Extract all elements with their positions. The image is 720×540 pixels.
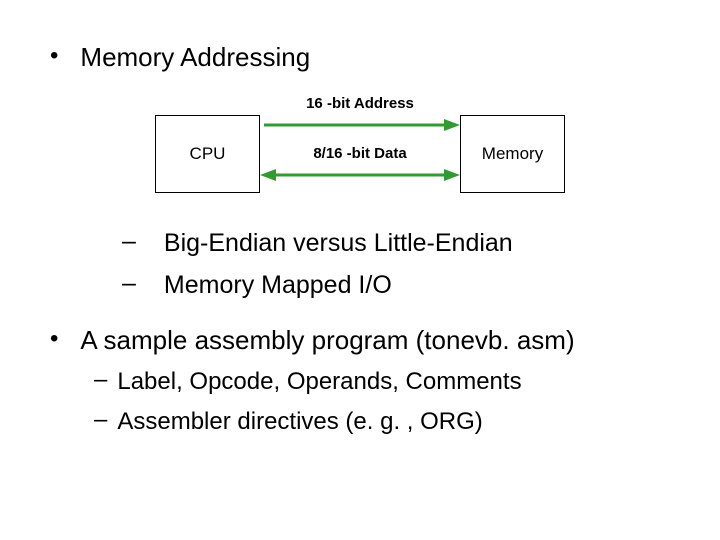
bullet-text: Big-Endian versus Little-Endian [164,227,513,261]
data-arrow-head-right-icon [444,169,460,181]
bus-arrows-svg [260,113,460,201]
bullet-text: Label, Opcode, Operands, Comments [117,366,521,398]
bullet-label-opcode: – Label, Opcode, Operands, Comments [50,366,670,398]
data-arrow-head-left-icon [260,169,276,181]
slide-content: • Memory Addressing 16 -bit Address CPU … [0,0,720,466]
bullet-marker-disc-icon: • [50,42,58,70]
address-arrow-head-icon [444,119,460,131]
bullet-endian: – Big-Endian versus Little-Endian [50,227,670,261]
bullet-sample-program: • A sample assembly program (tonevb. asm… [50,323,670,358]
diagram-container: 16 -bit Address CPU Memory 8/16 -bit Dat… [50,97,670,207]
bullet-mmio: – Memory Mapped I/O [50,269,670,303]
bullet-text: A sample assembly program (tonevb. asm) [80,323,574,358]
cpu-memory-diagram: 16 -bit Address CPU Memory 8/16 -bit Dat… [155,97,565,207]
spacer [50,311,670,323]
bullet-marker-dash-icon: – [94,406,107,434]
bullet-text: Memory Mapped I/O [164,269,392,303]
bullet-text: Memory Addressing [80,40,310,75]
bullet-marker-disc-icon: • [50,325,58,353]
address-bus-label: 16 -bit Address [155,95,565,112]
bullet-marker-dash-icon: – [94,366,107,394]
bullet-memory-addressing: • Memory Addressing [50,40,670,75]
bullet-text: Assembler directives (e. g. , ORG) [117,406,482,438]
bullet-marker-dash-icon: – [122,269,136,298]
bullet-marker-dash-icon: – [122,227,136,256]
bullet-directives: – Assembler directives (e. g. , ORG) [50,406,670,438]
